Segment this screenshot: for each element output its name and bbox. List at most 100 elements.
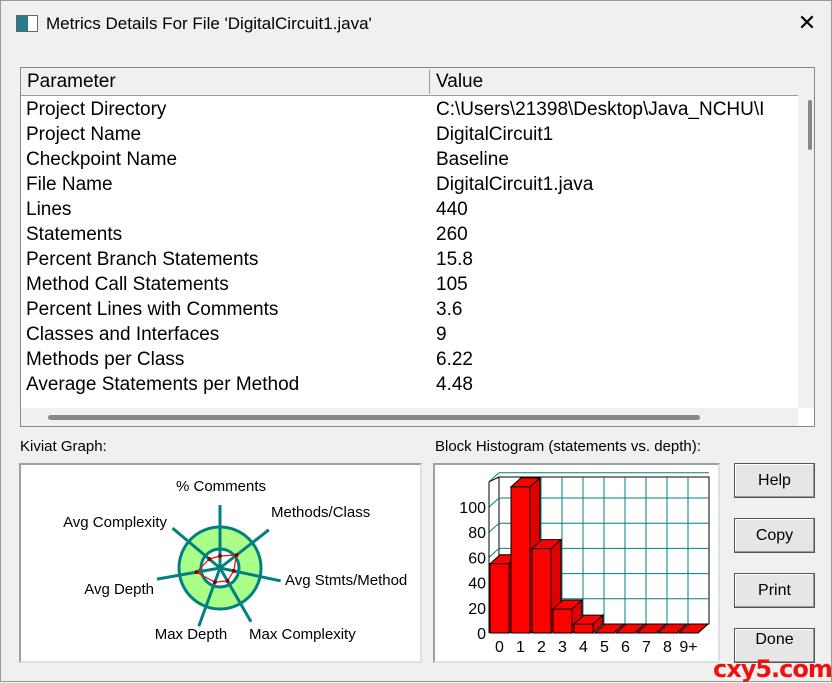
horizontal-scroll-thumb[interactable] [48,415,700,420]
close-button[interactable]: ✕ [797,10,817,35]
histogram-y-tick: 100 [459,500,486,517]
histogram-x-tick: 4 [579,639,588,656]
histogram-grid-line [488,472,500,483]
table-row[interactable]: Percent Lines with Comments 3.6 [21,297,798,322]
histogram-x-tick: 2 [537,639,546,656]
kiviat-point [231,568,236,573]
parameter-cell: Project Directory [26,99,167,120]
histogram-bar-side [634,623,646,634]
histogram-y-tick: 0 [477,626,486,643]
table-row[interactable]: Lines 440 [21,197,798,222]
table-row[interactable]: Project Directory C:\Users\21398\Desktop\… [21,97,798,122]
histogram-grid-line [488,497,500,508]
histogram-y-tick: 40 [468,576,486,593]
table-row[interactable]: Project Name DigitalCircuit1 [21,122,798,147]
histogram-x-tick: 5 [600,639,609,656]
value-cell: C:\Users\21398\Desktop\Java_NCHU\I [436,99,765,120]
table-row[interactable]: Statements 260 [21,222,798,247]
kiviat-point [225,578,230,583]
histogram-bar [531,548,552,634]
parameter-cell: Percent Branch Statements [26,249,259,270]
kiviat-point [194,570,199,575]
kiviat-axis-label: Avg Depth [84,581,154,598]
table-header: Parameter Value [21,68,798,96]
histogram-edge [488,476,500,483]
histogram-x-tick: 9+ [679,639,697,656]
kiviat-axis-label: Avg Complexity [63,514,167,531]
kiviat-point [234,553,239,558]
value-cell: DigitalCircuit1.java [436,174,594,195]
kiviat-graph: % Comments Methods/Class Avg Stmts/Method M… [19,463,422,663]
histogram-y-tick: 80 [468,525,486,542]
histogram-bar-side [655,623,667,634]
value-cell: Baseline [436,149,509,170]
done-button[interactable]: Done [734,628,815,663]
table-row[interactable]: Methods per Class 6.22 [21,347,798,372]
kiviat-axis [156,566,221,581]
column-header-value[interactable]: Value [436,71,484,92]
kiviat-label: Kiviat Graph: [20,438,107,455]
histogram-bar [552,608,573,634]
kiviat-axis-label: % Comments [176,478,266,495]
table-row[interactable]: Classes and Interfaces 9 [21,322,798,347]
parameter-cell: Checkpoint Name [26,149,178,170]
histogram-bar [489,563,510,634]
value-cell: 105 [436,274,468,295]
histogram-y-tick: 20 [468,601,486,618]
parameter-cell: Methods per Class [26,349,185,370]
table-row[interactable]: Percent Branch Statements 15.8 [21,247,798,272]
vertical-scroll-thumb[interactable] [808,100,812,150]
histogram-label: Block Histogram (statements vs. depth): [435,438,701,455]
parameter-cell: Statements [26,224,123,245]
histogram-y-tick: 60 [468,550,486,567]
parameter-cell: Average Statements per Method [26,374,300,395]
kiviat-axis [171,526,221,570]
value-cell: 9 [436,324,447,345]
kiviat-point [218,554,222,558]
value-cell: DigitalCircuit1 [436,124,554,145]
value-cell: 260 [436,224,468,245]
print-button[interactable]: Print [734,573,815,608]
table-row[interactable]: File Name DigitalCircuit1.java [21,172,798,197]
table-row[interactable]: Method Call Statements 105 [21,272,798,297]
value-cell: 4.48 [436,374,473,395]
kiviat-axis-label: Methods/Class [271,504,370,521]
horizontal-scrollbar[interactable] [21,408,798,426]
histogram-x-tick: 3 [558,639,567,656]
block-histogram: 0 20 40 60 80 100 0 1 2 3 4 5 6 7 8 9+ [433,463,720,663]
kiviat-axis-label: Max Depth [155,626,228,643]
window-title: Metrics Details For File 'DigitalCircuit… [46,14,372,33]
metrics-table: Parameter Value Project Directory C:\User… [20,67,815,427]
value-cell: 3.6 [436,299,463,320]
histogram-grid-line [488,548,500,558]
kiviat-axis [219,566,281,583]
histogram-grid-line [488,522,500,533]
histogram-bar [573,623,594,634]
histogram-bar-side [613,623,625,634]
copy-button[interactable]: Copy [734,518,815,553]
kiviat-point [207,557,212,562]
table-row[interactable]: Checkpoint Name Baseline [21,147,798,172]
kiviat-plot [195,554,238,583]
parameter-cell: Percent Lines with Comments [26,299,279,320]
kiviat-axis [197,567,222,627]
vertical-scrollbar[interactable] [798,68,814,408]
column-header-parameter[interactable]: Parameter [21,70,430,94]
help-button[interactable]: Help [734,463,815,498]
parameter-cell: Project Name [26,124,142,145]
parameter-cell: File Name [26,174,113,195]
watermark: cxy5.com [713,655,832,683]
histogram-bar [510,486,531,634]
kiviat-axis [218,567,253,623]
parameter-cell: Classes and Interfaces [26,324,220,345]
histogram-x-tick: 8 [663,639,672,656]
value-cell: 15.8 [436,249,473,270]
table-row[interactable]: Average Statements per Method 4.48 [21,372,798,397]
histogram-x-tick: 6 [621,639,630,656]
kiviat-axis [219,528,270,570]
parameter-cell: Lines [26,199,72,220]
histogram-bar-side [697,623,709,634]
value-cell: 6.22 [436,349,473,370]
histogram-x-tick: 1 [516,639,525,656]
kiviat-point [212,580,217,585]
